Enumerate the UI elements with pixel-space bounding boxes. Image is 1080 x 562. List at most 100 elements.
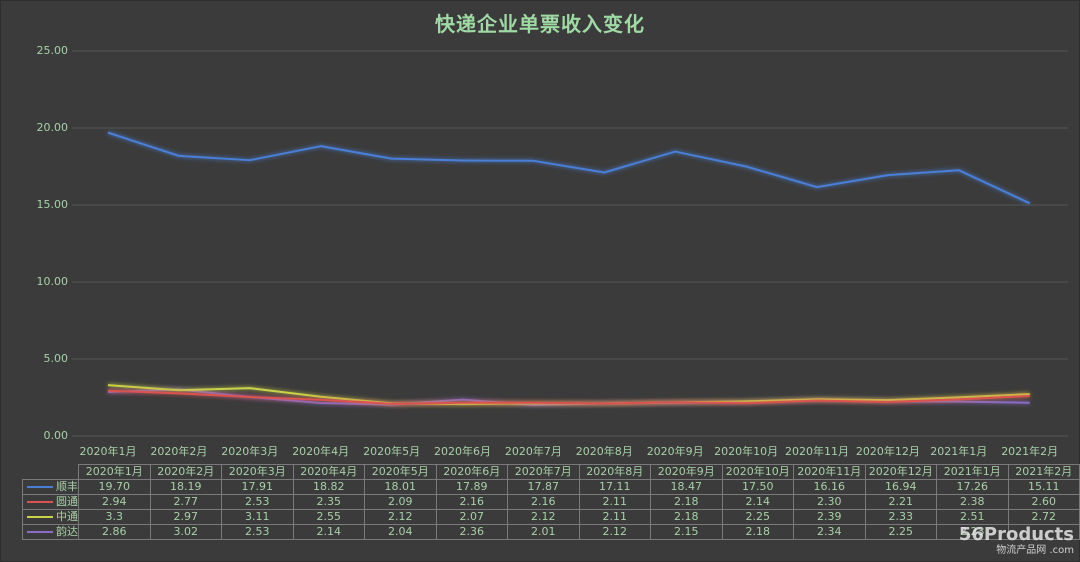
- legend-swatch-icon: [27, 486, 53, 488]
- table-cell: 15.11: [1007, 479, 1080, 495]
- table-cell: 2.94: [78, 494, 151, 510]
- legend-label: 顺丰: [56, 480, 78, 493]
- table-cell: 2.14: [292, 524, 365, 540]
- table-cell: 2.25: [721, 509, 794, 525]
- legend-swatch-icon: [27, 531, 53, 533]
- table-header-cell: 2020年8月: [578, 464, 651, 480]
- table-cell: 2.77: [149, 494, 222, 510]
- table-cell: 2.97: [149, 509, 222, 525]
- series-lines: [107, 131, 1031, 407]
- table-cell: 2.04: [364, 524, 437, 540]
- table-cell: 2.55: [292, 509, 365, 525]
- table-cell: 2.30: [793, 494, 866, 510]
- table-cell: 2.15: [650, 524, 723, 540]
- y-tick-label: 20.00: [36, 121, 69, 134]
- table-cell: 17.50: [721, 479, 794, 495]
- table-cell: 2.25: [864, 524, 937, 540]
- table-cell: 2.39: [793, 509, 866, 525]
- table-cell: 17.87: [507, 479, 580, 495]
- series-line-圆通: [107, 389, 1030, 405]
- table-cell: 2.36: [435, 524, 508, 540]
- x-tick-label: 2020年5月: [363, 445, 421, 458]
- table-cell: 2.34: [793, 524, 866, 540]
- table-cell: 2.72: [1007, 509, 1080, 525]
- legend-label: 韵达: [56, 525, 78, 538]
- table-header-cell: 2021年2月: [1007, 464, 1080, 480]
- legend-label: 中通: [56, 510, 78, 523]
- table-cell: 18.01: [364, 479, 437, 495]
- table-cell: 18.47: [650, 479, 723, 495]
- table-cell: 2.12: [364, 509, 437, 525]
- y-tick-label: 25.00: [36, 44, 69, 57]
- table-cell: 2.53: [221, 494, 294, 510]
- table-cell: 2.07: [435, 509, 508, 525]
- table-cell: 3.02: [149, 524, 222, 540]
- table-corner: [23, 465, 79, 480]
- table-header-cell: 2020年6月: [435, 464, 508, 480]
- x-tick-label: 2020年12月: [855, 445, 920, 458]
- plot-area: [72, 50, 1068, 437]
- legend-key: 韵达: [22, 524, 79, 540]
- table-cell: 2.11: [578, 509, 651, 525]
- table-cell: 2.53: [221, 524, 294, 540]
- table-header-row: 2020年1月 2020年2月 2020年3月 2020年4月 2020年5月 2020年…: [23, 464, 1080, 480]
- table-cell: 2.12: [578, 524, 651, 540]
- x-tick-label: 2020年10月: [714, 445, 779, 458]
- table-header-cell: 2020年5月: [364, 464, 437, 480]
- table-cell: [1007, 524, 1080, 540]
- table-header-cell: 2020年7月: [507, 464, 580, 480]
- table-cell: 17.89: [435, 479, 508, 495]
- table-cell: 17.91: [221, 479, 294, 495]
- legend-key: 顺丰: [22, 479, 79, 495]
- table-cell: 2.18: [650, 494, 723, 510]
- table-cell: 18.19: [149, 479, 222, 495]
- data-table: 2020年1月 2020年2月 2020年3月 2020年4月 2020年5月 2020年…: [22, 464, 1080, 540]
- table-cell: 16.94: [864, 479, 937, 495]
- table-header-cell: 2020年12月: [864, 464, 937, 480]
- table-cell: 2.18: [721, 524, 794, 540]
- x-tick-label: 2020年2月: [150, 445, 208, 458]
- legend-swatch-icon: [27, 516, 53, 518]
- table-cell: 17.26: [936, 479, 1009, 495]
- series-line-顺丰: [107, 131, 1031, 205]
- table-row: 韵达 2.86 3.02 2.53 2.14 2.04 2.36 2.01 2.12 2.15 2.…: [22, 524, 1080, 540]
- y-tick-label: 5.00: [43, 352, 69, 365]
- y-tick-label: 10.00: [36, 275, 69, 288]
- legend-key: 圆通: [22, 494, 79, 510]
- table-cell: 2.01: [507, 524, 580, 540]
- table-cell: 2.23: [936, 524, 1009, 540]
- table-cell: 2.18: [650, 509, 723, 525]
- table-cell: 2.16: [507, 494, 580, 510]
- table-cell: 2.33: [864, 509, 937, 525]
- table-cell: 2.21: [864, 494, 937, 510]
- y-tick-label: 15.00: [36, 198, 69, 211]
- table-cell: 2.35: [292, 494, 365, 510]
- table-cell: 2.86: [78, 524, 151, 540]
- table-cell: 2.11: [578, 494, 651, 510]
- table-cell: 3.11: [221, 509, 294, 525]
- table-cell: 16.16: [793, 479, 866, 495]
- legend-swatch-icon: [27, 501, 53, 503]
- x-tick-label: 2021年1月: [930, 445, 988, 458]
- y-tick-label: 0.00: [43, 429, 69, 442]
- table-cell: 3.3: [78, 509, 151, 525]
- table-header-cell: 2021年1月: [936, 464, 1009, 480]
- watermark: 56Products 物流产品网 .com: [958, 524, 1074, 556]
- table-row: 中通 3.3 2.97 3.11 2.55 2.12 2.07 2.12 2.11 2.18 2.2…: [22, 509, 1080, 525]
- table-header-cell: 2020年9月: [650, 464, 723, 480]
- table-row: 顺丰 19.70 18.19 17.91 18.82 18.01 17.89 17.87 17.…: [22, 479, 1080, 495]
- table-header-cell: 2020年3月: [221, 464, 294, 480]
- x-tick-label: 2020年4月: [292, 445, 350, 458]
- x-tick-label: 2020年7月: [504, 445, 562, 458]
- table-cell: 2.16: [435, 494, 508, 510]
- x-tick-label: 2020年8月: [575, 445, 633, 458]
- x-tick-label: 2021年2月: [1001, 445, 1059, 458]
- table-cell: 2.12: [507, 509, 580, 525]
- table-cell: 17.11: [578, 479, 651, 495]
- x-tick-label: 2020年6月: [434, 445, 491, 458]
- table-cell: 2.60: [1007, 494, 1080, 510]
- x-tick-label: 2020年3月: [221, 445, 279, 458]
- table-cell: 2.09: [364, 494, 437, 510]
- table-header-cell: 2020年1月: [78, 464, 151, 480]
- table-row: 圆通 2.94 2.77 2.53 2.35 2.09 2.16 2.16 2.11 2.18 2.…: [22, 494, 1080, 510]
